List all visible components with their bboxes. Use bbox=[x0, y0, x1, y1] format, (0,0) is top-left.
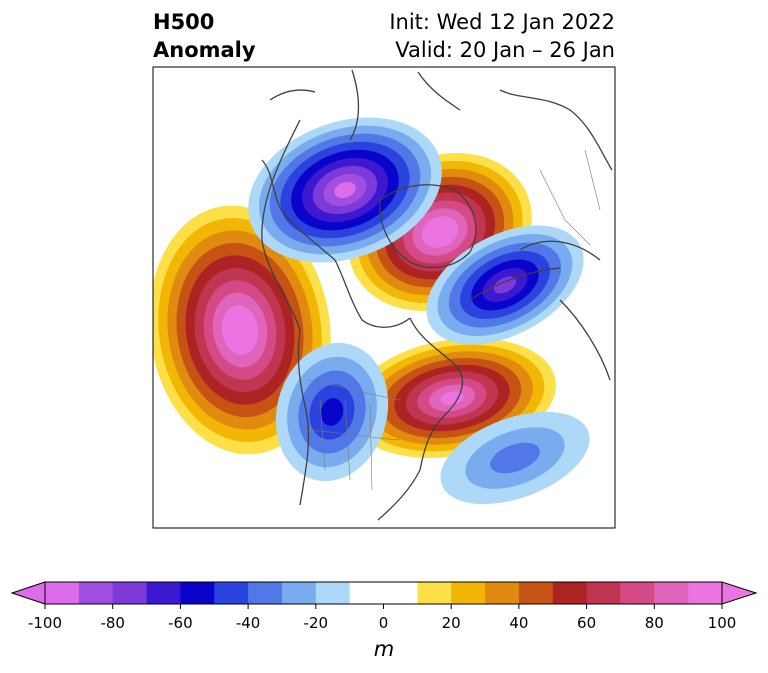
colorbar-tick-label: 80 bbox=[644, 614, 664, 632]
colorbar-segment bbox=[281, 582, 317, 604]
colorbar-segment bbox=[112, 582, 148, 604]
colorbar-segment bbox=[552, 582, 588, 604]
colorbar-tick-label: 0 bbox=[378, 614, 389, 632]
low-anomaly-band bbox=[490, 442, 540, 474]
political-borders bbox=[305, 149, 601, 491]
colorbar-segment bbox=[248, 582, 283, 604]
anomaly-field bbox=[153, 117, 590, 505]
colorbar-segment bbox=[180, 582, 215, 604]
colorbar-segment bbox=[214, 582, 249, 604]
colorbar-tick-label: -80 bbox=[100, 614, 125, 632]
high-anomaly-band bbox=[430, 224, 450, 240]
colorbar-segments bbox=[10, 581, 758, 605]
high-anomaly-band bbox=[440, 391, 464, 405]
colorbar-segment bbox=[45, 582, 80, 604]
title-line-1: H500 bbox=[153, 10, 215, 34]
low-anomaly-band bbox=[493, 276, 517, 294]
coastlines bbox=[261, 69, 613, 521]
colorbar-segment bbox=[349, 582, 418, 604]
colorbar-segment bbox=[78, 582, 114, 604]
title-line-2: Anomaly bbox=[153, 38, 256, 62]
colorbar-segment bbox=[315, 582, 351, 604]
colorbar-tick-marks bbox=[44, 604, 723, 609]
colorbar-segment bbox=[417, 582, 452, 604]
colorbar-tick-label: 40 bbox=[509, 614, 529, 632]
colorbar-segment bbox=[518, 582, 554, 604]
colorbar-tick-label: -100 bbox=[27, 614, 63, 632]
chart-title: H500 Anomaly bbox=[153, 8, 256, 64]
colorbar-extend-min bbox=[10, 581, 46, 605]
colorbar-segment bbox=[654, 582, 689, 604]
valid-period: Valid: 20 Jan – 26 Jan bbox=[395, 38, 615, 62]
colorbar-segment bbox=[485, 582, 520, 604]
colorbar-tick-label: -40 bbox=[235, 614, 261, 632]
colorbar-segment bbox=[620, 582, 655, 604]
run-info: Init: Wed 12 Jan 2022 Valid: 20 Jan – 26… bbox=[389, 8, 615, 64]
colorbar-unit-label: m bbox=[373, 637, 395, 661]
map-frame bbox=[152, 66, 616, 529]
colorbar-extend-max bbox=[721, 581, 758, 605]
colorbar-segment bbox=[688, 582, 723, 604]
high-anomaly-band bbox=[230, 317, 250, 343]
low-anomaly-band bbox=[334, 181, 356, 199]
colorbar-tick-label: 100 bbox=[707, 614, 737, 632]
colorbar-tick-label: 20 bbox=[441, 614, 461, 632]
colorbar-segment bbox=[451, 582, 486, 604]
colorbar-tick-label: -60 bbox=[168, 614, 193, 632]
init-date: Init: Wed 12 Jan 2022 bbox=[389, 10, 615, 34]
colorbar-tick-label: 60 bbox=[577, 614, 597, 632]
colorbar-segment bbox=[146, 582, 181, 604]
colorbar-tick-label: -20 bbox=[303, 614, 329, 632]
colorbar-segment bbox=[586, 582, 621, 604]
low-anomaly-band bbox=[320, 398, 344, 426]
